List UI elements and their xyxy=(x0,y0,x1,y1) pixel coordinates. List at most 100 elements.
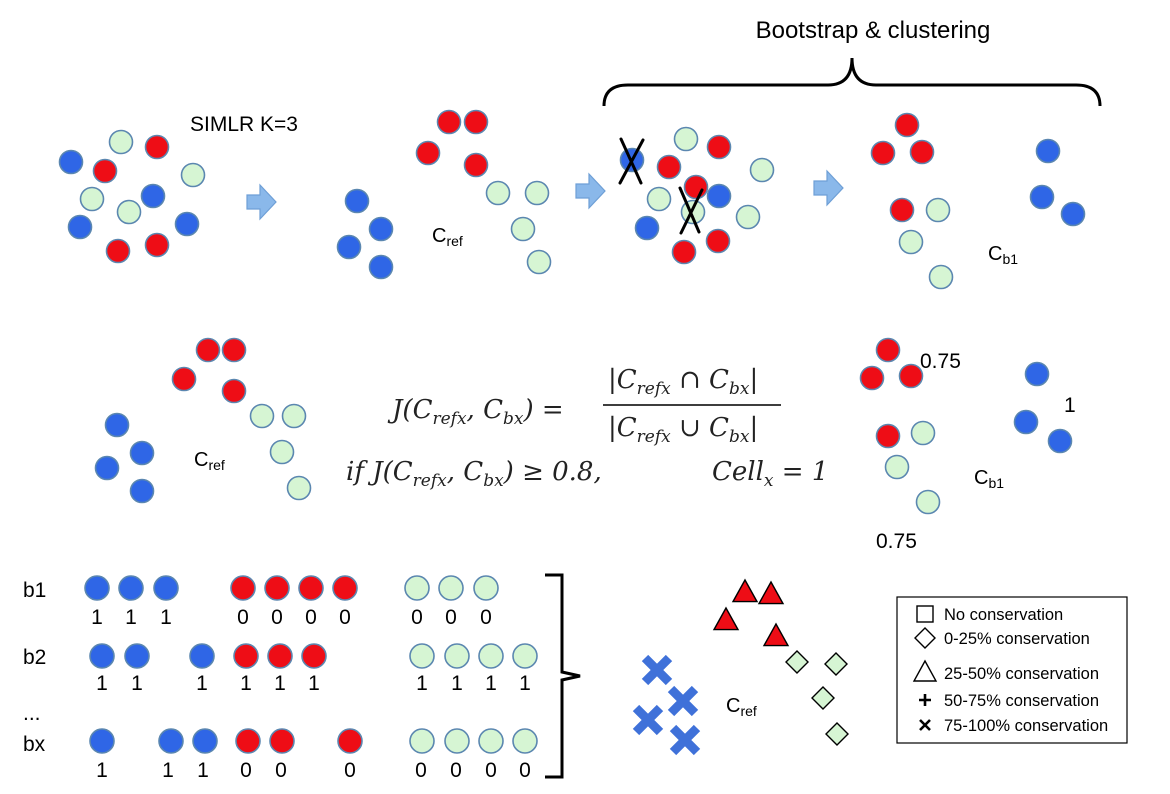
right-arrow-icon xyxy=(246,183,277,221)
green-cell xyxy=(409,728,435,754)
green-cell xyxy=(269,439,295,465)
cell-value: 1 xyxy=(160,606,172,629)
row-label: ... xyxy=(23,702,41,725)
formula-left-side: J(Crefx, Cbx) = xyxy=(387,395,564,429)
red-cell xyxy=(195,337,221,363)
conservation-shapes xyxy=(632,578,849,756)
cb1-label-top: Cb1 xyxy=(988,243,1018,267)
red-cell xyxy=(144,134,170,160)
red-cell xyxy=(859,365,885,391)
green-cell xyxy=(404,575,430,601)
right-arrow-icon xyxy=(575,172,606,210)
bootstrap-rows: 1 1 1 0 0 0 0 0 0 01 1 1 1 1 1 1 1 1 11 1 1 0 0 0 0 0 0 0 xyxy=(84,575,538,782)
cell-value: 1 xyxy=(240,672,252,695)
cell-value: 1 xyxy=(91,606,103,629)
blue-cell xyxy=(706,183,732,209)
triangle-icon xyxy=(762,622,790,647)
cell-value: 0 xyxy=(485,759,497,782)
score-green-cluster: 0.75 xyxy=(876,530,917,553)
red-cell xyxy=(221,378,247,404)
green-cell xyxy=(512,728,538,754)
cell-value: 0 xyxy=(415,759,427,782)
top-dot-groups xyxy=(58,109,1086,290)
green-cell xyxy=(646,186,672,212)
cell-value: 1 xyxy=(451,672,463,695)
cref-label-middle: Cref xyxy=(194,449,225,473)
red-cell xyxy=(298,575,324,601)
green-cell xyxy=(884,454,910,480)
right-arrow-icon xyxy=(813,169,844,207)
cell-value: 0 xyxy=(344,759,356,782)
legend-label: 50-75% conservation xyxy=(944,692,1099,710)
blue-cell xyxy=(174,211,200,237)
red-cell xyxy=(683,174,709,200)
bracket-label: Bootstrap & clustering xyxy=(756,17,991,44)
blue-cell xyxy=(124,643,150,669)
green-cell xyxy=(249,403,275,429)
red-cell xyxy=(221,337,247,363)
red-cell xyxy=(463,152,489,178)
red-cell xyxy=(909,139,935,165)
cell-value: 1 xyxy=(308,672,320,695)
cell-value: 1 xyxy=(96,759,108,782)
diamond-icon xyxy=(914,627,936,649)
blue-cell xyxy=(189,643,215,669)
blue-cell xyxy=(84,575,110,601)
cell-value: 1 xyxy=(131,672,143,695)
legend-item: 50-75% conservation xyxy=(919,692,1099,710)
top-panel: Bootstrap & clustering SIMLR K=3 Cref Cb… xyxy=(58,17,1102,290)
red-cell xyxy=(269,728,295,754)
row-label: b1 xyxy=(23,579,46,602)
green-cell xyxy=(438,575,464,601)
legend-label: 0-25% conservation xyxy=(944,630,1090,648)
red-cell xyxy=(230,575,256,601)
blue-cell xyxy=(129,478,155,504)
red-cell xyxy=(301,643,327,669)
blue-cell xyxy=(129,440,155,466)
blue-cell xyxy=(94,455,120,481)
cref-label-top: Cref xyxy=(432,225,463,249)
legend-item: 75-100% conservation xyxy=(919,717,1108,735)
red-cell xyxy=(144,232,170,258)
diamond-icon xyxy=(811,686,835,710)
red-cell xyxy=(264,575,290,601)
cell-value: 1 xyxy=(197,759,209,782)
diamond-icon xyxy=(824,652,848,676)
blue-cell xyxy=(1060,201,1086,227)
red-cell xyxy=(671,239,697,265)
green-cell xyxy=(444,728,470,754)
conservation-legend: No conservation 0-25% conservation 25-50% … xyxy=(896,596,1128,744)
green-cell xyxy=(910,420,936,446)
green-cell xyxy=(928,264,954,290)
score-red-cluster: 0.75 xyxy=(920,350,961,373)
red-cell xyxy=(706,134,732,160)
green-cell xyxy=(510,216,536,242)
red-cell xyxy=(463,109,489,135)
square-icon xyxy=(916,605,934,623)
green-cell xyxy=(286,475,312,501)
blue-cell xyxy=(1047,428,1073,454)
cell-value: 1 xyxy=(125,606,137,629)
cell-value: 1 xyxy=(162,759,174,782)
triangle-icon xyxy=(712,606,740,631)
cell-value: 0 xyxy=(480,606,492,629)
blue-cell xyxy=(1029,184,1055,210)
legend-label: No conservation xyxy=(944,606,1063,624)
red-cell xyxy=(337,728,363,754)
cell-value: 0 xyxy=(339,606,351,629)
blue-cell xyxy=(89,728,115,754)
cell-value: 0 xyxy=(445,606,457,629)
middle-panel: Cref Cb1 J(Crefx, Cbx) = |Crefx ∩ Cbx| |… xyxy=(94,337,1076,553)
formula-cell-assignment: Cellx = 1 xyxy=(712,457,828,491)
blue-cell xyxy=(336,234,362,260)
formula-denominator: |Crefx ∪ Cbx| xyxy=(608,413,758,447)
green-cell xyxy=(512,643,538,669)
green-cell xyxy=(108,129,134,155)
blue-cell xyxy=(192,728,218,754)
red-cell xyxy=(875,423,901,449)
blue-cell xyxy=(153,575,179,601)
triangle-icon xyxy=(912,659,938,682)
